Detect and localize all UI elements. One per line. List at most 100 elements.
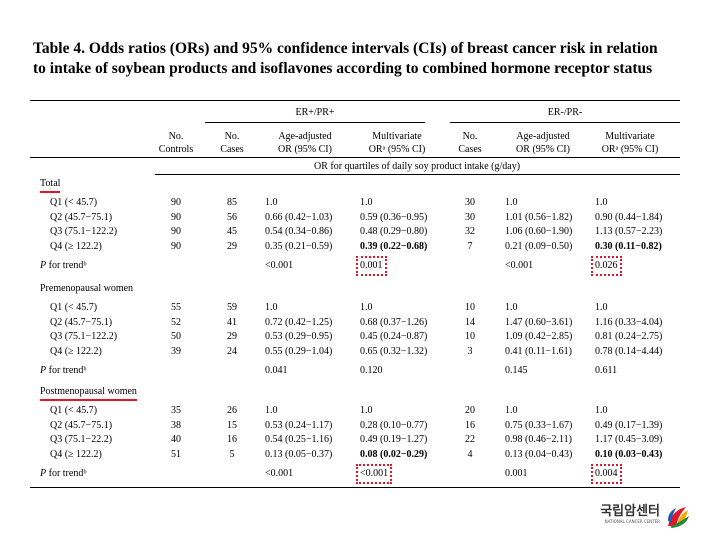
row-label: Q2 (45.7−75.1) <box>50 316 113 328</box>
cell: 90 <box>171 226 181 238</box>
cell: 14 <box>465 316 475 328</box>
row-label: Q3 (75.1−22.2) <box>50 434 113 446</box>
cell: 16 <box>227 434 237 446</box>
cell: 0.10 (0.03−0.43) <box>595 448 663 460</box>
group-header: ER+/PR+ <box>295 107 335 118</box>
group-header: ER-/PR- <box>547 107 583 118</box>
row-label: P for trendᵇ <box>40 365 87 377</box>
cell: <0.001 <box>505 260 534 272</box>
cell: 0.54 (0.25−1.16) <box>265 434 333 446</box>
column-header: OR (95% CI) <box>278 144 332 155</box>
cell: 1.47 (0.60−3.61) <box>505 316 573 328</box>
cell: 45 <box>227 226 237 238</box>
rule <box>30 157 680 158</box>
cell: 1.0 <box>360 302 373 313</box>
cell: 15 <box>227 419 237 431</box>
cell: 0.13 (0.05−0.37) <box>265 448 333 460</box>
cell: 85 <box>227 197 237 208</box>
cell: <0.001 <box>355 464 393 485</box>
column-header: Age-adjusted <box>516 131 570 142</box>
cell: 30 <box>465 197 475 208</box>
cell: 30 <box>465 211 475 223</box>
cell: 50 <box>171 331 181 343</box>
row-label: P for trendᵇ <box>40 468 87 480</box>
cell: 0.90 (0.44−1.84) <box>595 211 663 223</box>
cell: 1.06 (0.60−1.90) <box>505 226 573 238</box>
cell: 1.0 <box>505 302 518 313</box>
column-header: No. <box>224 131 240 142</box>
cell: 0.45 (0.24−0.87) <box>360 331 428 343</box>
cell: 0.49 (0.19−1.27) <box>360 434 428 446</box>
cell: <0.001 <box>265 260 294 272</box>
cell: 1.0 <box>505 197 518 208</box>
cell: 26 <box>227 405 237 416</box>
cell: 0.66 (0.42−1.03) <box>265 211 333 223</box>
cell: 32 <box>465 226 475 238</box>
cell: 0.68 (0.37−1.26) <box>360 316 428 328</box>
cell: 1.0 <box>595 302 608 313</box>
cell: 0.001 <box>505 468 528 480</box>
cell: 0.39 (0.22−0.68) <box>360 240 428 252</box>
column-header: ORᵃ (95% CI) <box>368 144 426 155</box>
cell: 0.59 (0.36−0.95) <box>360 211 428 223</box>
row-label: Q4 (≥ 122.2) <box>50 448 102 460</box>
cell: 0.041 <box>265 365 288 377</box>
cell: 90 <box>171 240 181 252</box>
row-label: Q1 (< 45.7) <box>50 302 98 313</box>
cell: 7 <box>467 240 473 252</box>
cell: 51 <box>171 448 181 460</box>
cell: 1.0 <box>595 197 608 208</box>
rule <box>205 122 425 123</box>
cell: 29 <box>227 331 237 343</box>
cell: 0.65 (0.32−1.32) <box>360 345 428 357</box>
cell: 1.0 <box>265 302 278 313</box>
row-label: Q4 (≥ 122.2) <box>50 345 102 357</box>
cell: 24 <box>227 345 237 357</box>
column-header: Controls <box>158 144 194 155</box>
cell: 16 <box>465 419 475 431</box>
column-header: Multivariate <box>372 131 422 142</box>
section-title: Postmenopausal women <box>40 386 137 401</box>
table-title: Table 4. Odds ratios (ORs) and 95% confi… <box>33 40 658 57</box>
cell: 0.55 (0.29−1.04) <box>265 345 333 357</box>
subheader: OR for quartiles of daily soy product in… <box>313 161 521 172</box>
cell: 1.01 (0.56−1.82) <box>505 211 573 223</box>
cell: 1.16 (0.33−4.04) <box>595 316 663 328</box>
cell: 4 <box>467 448 473 460</box>
row-label: Q3 (75.1−122.2) <box>50 226 118 238</box>
column-header: Age-adjusted <box>278 131 332 142</box>
cell: 0.81 (0.24−2.75) <box>595 331 663 343</box>
cell: 0.48 (0.29−0.80) <box>360 226 428 238</box>
cell: <0.001 <box>265 468 294 480</box>
cell: 1.0 <box>360 405 373 416</box>
cell: 1.09 (0.42−2.85) <box>505 331 573 343</box>
cell: 39 <box>171 345 181 357</box>
cell: 0.49 (0.17−1.39) <box>595 419 663 431</box>
rule <box>155 174 680 175</box>
cell: 10 <box>465 331 475 343</box>
cell: 0.611 <box>595 365 618 377</box>
row-label: Q2 (45.7−75.1) <box>50 419 113 431</box>
column-header: ORᵃ (95% CI) <box>601 144 659 155</box>
logo-icon <box>668 507 689 528</box>
cell: 0.026 <box>591 256 622 277</box>
cell: 52 <box>171 316 181 328</box>
logo-subtitle: NATIONAL CANCER CENTER <box>604 519 660 524</box>
cell: 0.35 (0.21−0.59) <box>265 240 333 252</box>
cell: 0.145 <box>505 365 528 377</box>
cell: 0.08 (0.02−0.29) <box>360 448 428 460</box>
cell: 0.54 (0.34−0.86) <box>265 226 333 238</box>
row-label: Q1 (< 45.7) <box>50 197 98 208</box>
cell: 59 <box>227 302 237 313</box>
cell: 40 <box>171 434 181 446</box>
column-header: OR (95% CI) <box>516 144 570 155</box>
rule <box>30 100 680 101</box>
cell: 56 <box>227 211 237 223</box>
cell: 1.0 <box>595 405 608 416</box>
cell: 3 <box>467 345 473 357</box>
cell: 1.0 <box>360 197 373 208</box>
cell: 0.28 (0.10−0.77) <box>360 419 428 431</box>
section-title: Total <box>40 178 61 193</box>
row-label: P for trendᵇ <box>40 260 87 272</box>
row-label: Q1 (< 45.7) <box>50 405 98 416</box>
